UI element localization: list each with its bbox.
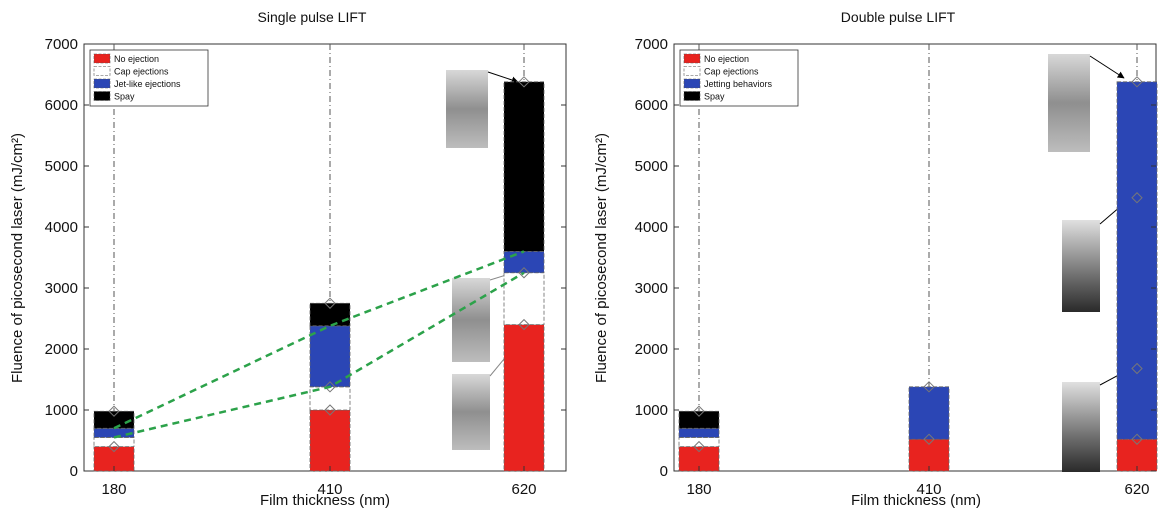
legend-swatch xyxy=(683,53,701,64)
legend-swatch xyxy=(93,78,111,89)
legend-label: Cap ejections xyxy=(704,67,759,77)
legend-label: Cap ejections xyxy=(114,67,169,77)
legend-label: Spay xyxy=(114,92,135,102)
legend-swatch xyxy=(683,66,701,76)
y-tick-label: 2000 xyxy=(635,341,668,358)
data-marker xyxy=(324,381,336,393)
bar-segment xyxy=(503,250,545,274)
legend-swatch xyxy=(93,91,111,101)
x-tick-label: 410 xyxy=(317,481,342,498)
y-tick-label: 3000 xyxy=(635,280,668,297)
x-tick-label: 180 xyxy=(686,481,711,498)
bar-segment xyxy=(503,324,545,472)
x-axis-label: Film thickness (nm) xyxy=(260,492,390,509)
data-marker xyxy=(923,381,935,393)
bar-segment xyxy=(1116,81,1158,440)
legend-label: Jet-like ejections xyxy=(114,79,181,89)
data-marker xyxy=(108,405,120,417)
x-tick-label: 620 xyxy=(511,481,536,498)
chart-title: Double pulse LIFT xyxy=(841,9,956,25)
y-tick-label: 1000 xyxy=(635,402,668,419)
y-axis-label: Fluence of picosecond laser (mJ/cm²) xyxy=(9,133,26,383)
image-arrow xyxy=(487,71,519,84)
x-tick-label: 180 xyxy=(101,481,126,498)
chart-title: Single pulse LIFT xyxy=(258,9,367,25)
micrograph-image-mid xyxy=(1062,220,1100,312)
y-tick-label: 1000 xyxy=(45,402,78,419)
image-arrow xyxy=(1089,55,1125,79)
y-tick-label: 6000 xyxy=(45,97,78,114)
data-marker xyxy=(1131,433,1143,445)
bar-segment xyxy=(93,427,135,438)
legend-label: No ejection xyxy=(114,54,159,64)
y-tick-label: 6000 xyxy=(635,97,668,114)
micrograph-image-cap xyxy=(452,374,490,450)
bar-segment xyxy=(908,386,950,440)
data-marker xyxy=(693,405,705,417)
y-tick-label: 5000 xyxy=(635,158,668,175)
bar-segment xyxy=(309,302,351,327)
trend-line xyxy=(113,271,525,439)
micrograph-image-low xyxy=(1062,382,1100,472)
micrograph-image-spray xyxy=(446,70,488,148)
y-tick-label: 3000 xyxy=(45,280,78,297)
data-marker xyxy=(324,297,336,309)
data-marker xyxy=(1131,76,1143,88)
bar-segment xyxy=(678,427,720,438)
legend-label: No ejection xyxy=(704,54,749,64)
data-marker xyxy=(324,404,336,416)
x-axis-label: Film thickness (nm) xyxy=(851,492,981,509)
y-tick-label: 0 xyxy=(660,463,668,480)
legend-swatch xyxy=(683,91,701,101)
micrograph-image-top xyxy=(1048,54,1090,152)
data-marker xyxy=(1131,192,1143,204)
legend-label: Jetting behaviors xyxy=(704,79,773,89)
x-tick-label: 410 xyxy=(916,481,941,498)
data-marker xyxy=(923,433,935,445)
bar-segment xyxy=(503,81,545,252)
data-marker xyxy=(693,440,705,453)
y-tick-label: 0 xyxy=(70,463,78,480)
micrograph-image-jet xyxy=(452,278,490,362)
bar-segment xyxy=(678,410,720,429)
x-tick-label: 620 xyxy=(1124,481,1149,498)
legend-label: Spay xyxy=(704,92,725,102)
y-tick-label: 5000 xyxy=(45,158,78,175)
data-marker xyxy=(518,267,530,279)
data-marker xyxy=(518,76,530,88)
y-tick-label: 7000 xyxy=(635,36,668,53)
double-pulse-chart: Double pulse LIFT 0 1000 2000 3000 4000 5000 6… xyxy=(593,9,1158,509)
y-tick-label: 7000 xyxy=(45,36,78,53)
data-marker xyxy=(518,318,530,331)
legend-swatch xyxy=(93,53,111,64)
y-tick-label: 4000 xyxy=(45,219,78,236)
trend-line xyxy=(113,250,525,430)
legend-swatch xyxy=(93,66,111,76)
legend-swatch xyxy=(683,78,701,89)
single-pulse-chart: Single pulse LIFT 0 1000 2000 3000 4000 5000 6… xyxy=(9,9,567,509)
bar-segment xyxy=(503,272,545,325)
bar-segment xyxy=(93,410,135,429)
y-axis-label: Fluence of picosecond laser (mJ/cm²) xyxy=(593,133,610,383)
data-marker xyxy=(1131,362,1143,375)
data-marker xyxy=(108,440,120,453)
y-tick-label: 2000 xyxy=(45,341,78,358)
y-tick-label: 4000 xyxy=(635,219,668,236)
bar-segment xyxy=(309,409,351,472)
bar-segment xyxy=(309,325,351,388)
